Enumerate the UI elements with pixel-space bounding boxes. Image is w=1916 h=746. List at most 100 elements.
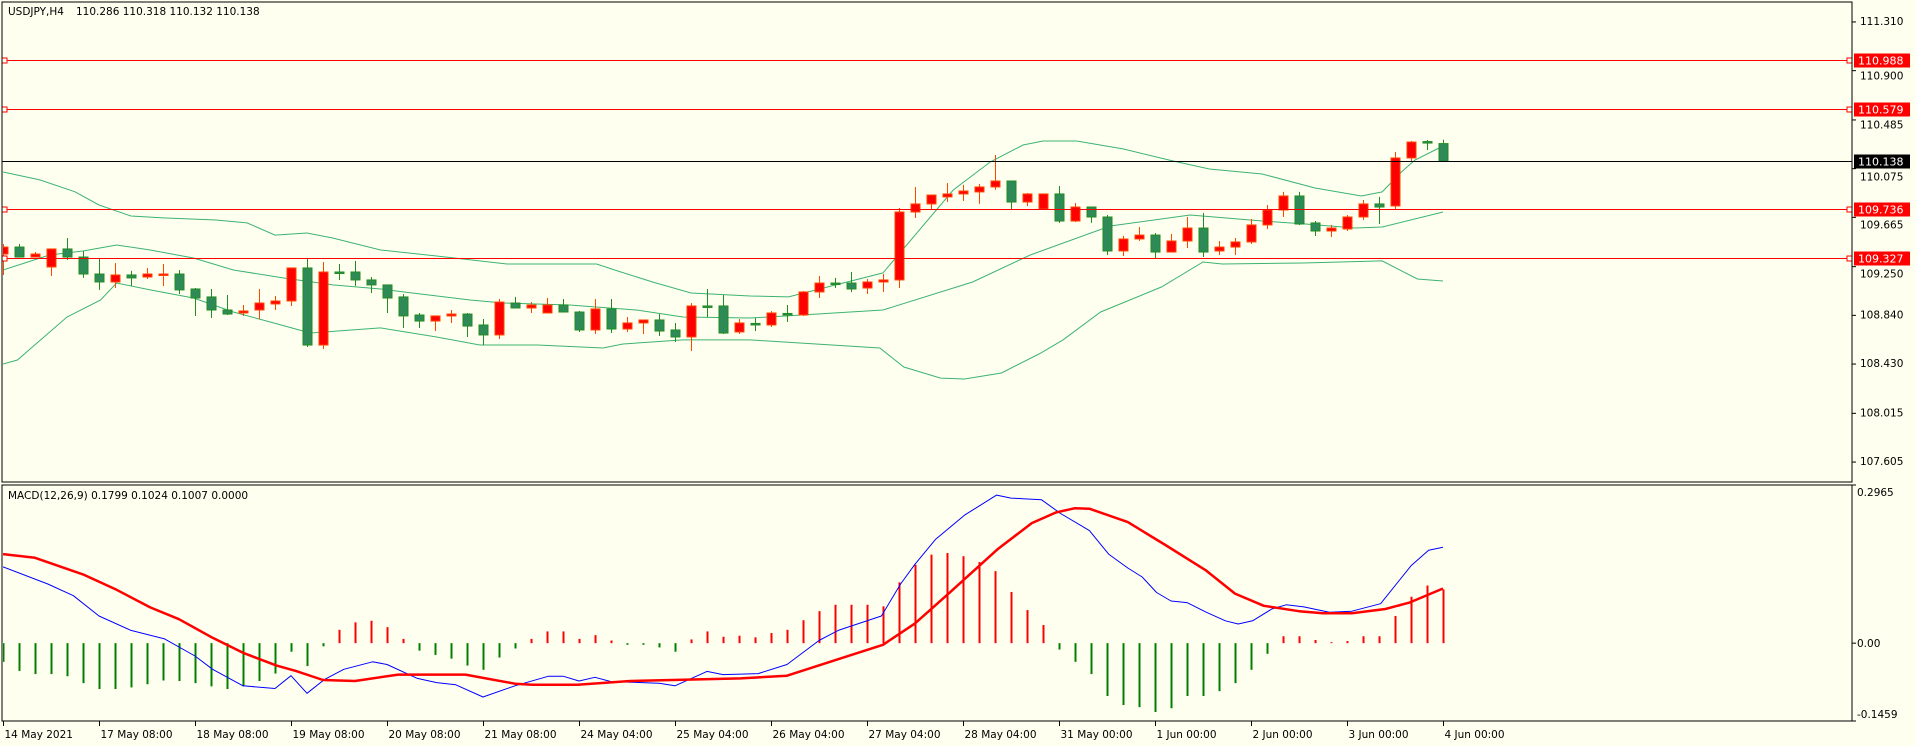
- level-price-tag: [1854, 202, 1910, 217]
- time-axis-label: 21 May 08:00: [485, 729, 557, 741]
- candle-body-bullish: [590, 308, 601, 331]
- level-line-handle-left[interactable]: [1, 106, 8, 113]
- level-price-tag-label: 109.736: [1858, 204, 1904, 217]
- candle: [334, 264, 345, 280]
- candle-body-bullish: [1182, 227, 1193, 242]
- level-line-handle-left[interactable]: [1, 255, 8, 262]
- time-axis-label: 2 Jun 00:00: [1253, 729, 1313, 741]
- macd-axis-label: 0.00: [1857, 638, 1880, 650]
- time-axis-label: 24 May 04:00: [581, 729, 653, 741]
- candle: [190, 288, 201, 316]
- macd-axis-label: 0.2965: [1857, 487, 1894, 499]
- level-price-tag-label: 110.579: [1858, 104, 1904, 117]
- time-axis-label: 3 Jun 00:00: [1349, 729, 1409, 741]
- candle-body-bullish: [1262, 209, 1273, 226]
- level-line-handle-right[interactable]: [1846, 106, 1853, 113]
- candle-body-bearish: [830, 282, 841, 286]
- candle: [1342, 214, 1353, 232]
- candle: [238, 305, 249, 316]
- candle-body-bullish: [1278, 195, 1289, 211]
- chart-header: USDJPY,H4 110.286 110.318 110.132 110.138: [8, 6, 260, 18]
- main-pane-border: [1, 1, 1853, 483]
- candle-body-bullish: [942, 193, 953, 198]
- candle: [766, 310, 777, 327]
- candle: [1422, 140, 1433, 151]
- candle-body-bullish: [318, 271, 329, 346]
- candle-body-bullish: [238, 310, 249, 314]
- candle: [990, 154, 1001, 190]
- level-price-tag-label: 110.988: [1858, 55, 1904, 68]
- candle: [366, 276, 377, 294]
- candle: [1150, 233, 1161, 258]
- candle: [1214, 240, 1225, 256]
- candle-body-bullish: [3, 246, 9, 255]
- candle: [782, 305, 793, 322]
- current-price-tag: [1854, 154, 1910, 169]
- candle: [1230, 238, 1241, 256]
- price-axis-label: 108.430: [1860, 358, 1903, 370]
- level-price-tag: [1854, 102, 1910, 117]
- price-axis-label: 108.840: [1860, 309, 1903, 321]
- candle-body-bearish: [302, 267, 313, 346]
- level-line-handle-left[interactable]: [1, 206, 8, 213]
- level-line-handle-left[interactable]: [1, 57, 8, 64]
- candle-body-bearish: [462, 313, 473, 327]
- candle: [1006, 180, 1017, 210]
- level-line-handle-right[interactable]: [1846, 206, 1853, 213]
- candle-body-bearish: [14, 246, 25, 258]
- candle-body-bullish: [430, 315, 441, 322]
- candle: [958, 184, 969, 201]
- candle-body-bullish: [1358, 203, 1369, 218]
- candle-body-bullish: [1134, 234, 1145, 240]
- candle: [942, 183, 953, 203]
- candle: [94, 259, 105, 290]
- candle-body-bullish: [254, 302, 265, 311]
- candle-body-bullish: [1022, 193, 1033, 203]
- candle: [126, 270, 137, 287]
- level-line-handle-right[interactable]: [1846, 255, 1853, 262]
- candle-body-bullish: [494, 301, 505, 336]
- candle-body-bullish: [158, 273, 169, 277]
- candle: [1182, 216, 1193, 248]
- candle-body-bullish: [1406, 141, 1417, 159]
- candle-body-bearish: [1198, 227, 1209, 253]
- price-axis-label: 109.250: [1860, 269, 1903, 281]
- level-line-handle-right[interactable]: [1846, 57, 1853, 64]
- candle-body-bearish: [1422, 141, 1433, 144]
- candle-body-bullish: [926, 194, 937, 205]
- bollinger-middle-band: [3, 211, 1444, 319]
- candle: [1310, 221, 1321, 237]
- main-pane[interactable]: [0, 139, 1449, 380]
- level-price-tag-label: 109.327: [1858, 253, 1904, 266]
- candle: [494, 298, 505, 339]
- candle-body-bullish: [1118, 238, 1129, 252]
- price-axis-label: 107.605: [1860, 456, 1903, 468]
- candle: [1246, 219, 1257, 244]
- candle-body-bullish: [686, 305, 697, 338]
- candle-body-bearish: [334, 271, 345, 274]
- candle: [894, 207, 905, 289]
- candle: [1374, 196, 1385, 225]
- candle: [30, 252, 41, 258]
- candle-body-bearish: [414, 314, 425, 322]
- candle: [414, 312, 425, 328]
- candle-body-bullish: [1070, 206, 1081, 222]
- candle-body-bullish: [1230, 241, 1241, 248]
- candle-body-bullish: [1390, 157, 1401, 207]
- candle-body-bullish: [1214, 246, 1225, 252]
- bollinger-lower-band: [3, 260, 1444, 380]
- candle-body-bearish: [1054, 193, 1065, 222]
- candle-body-bullish: [46, 248, 57, 268]
- candle: [270, 295, 281, 311]
- candle: [110, 262, 121, 289]
- candle-body-bullish: [894, 211, 905, 281]
- candle-body-bearish: [478, 324, 489, 336]
- candle: [510, 296, 521, 309]
- candle: [622, 317, 633, 332]
- macd-main-line: [3, 494, 1444, 698]
- macd-pane[interactable]: [3, 494, 1445, 712]
- candle: [638, 319, 649, 334]
- candle-body-bearish: [350, 271, 361, 281]
- candle-body-bullish: [862, 281, 873, 289]
